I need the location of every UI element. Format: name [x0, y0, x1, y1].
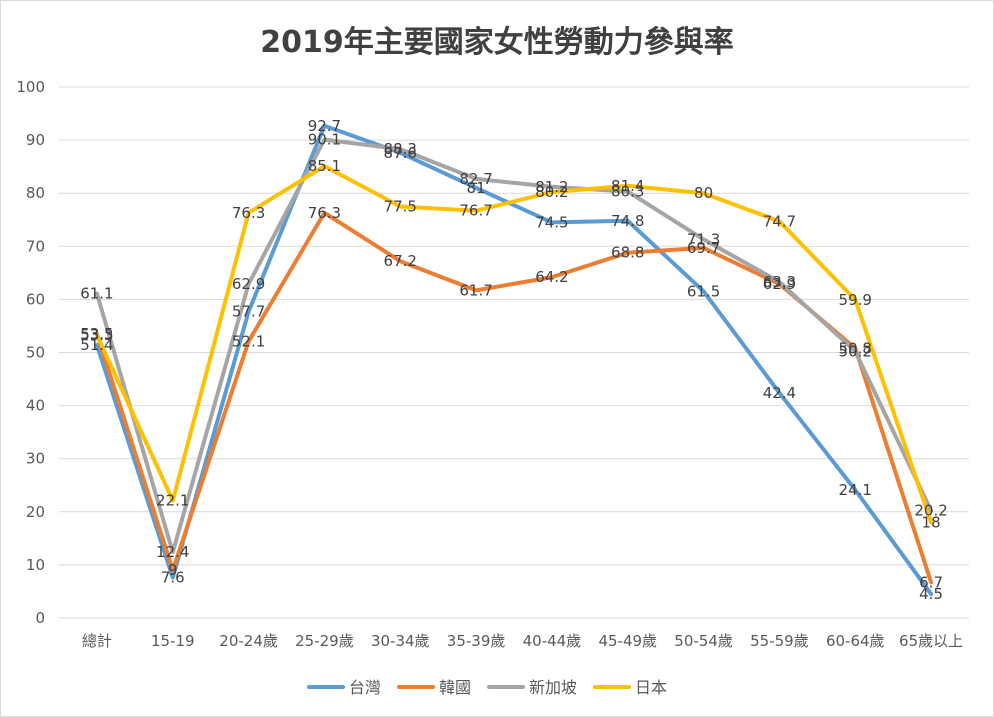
x-tick-label: 30-34歲	[371, 632, 430, 650]
x-tick-label: 35-39歲	[447, 632, 506, 650]
data-label: 62.9	[763, 275, 796, 293]
data-label: 67.2	[384, 252, 417, 270]
y-tick-label: 90	[26, 131, 45, 149]
x-tick-label: 總計	[82, 632, 112, 650]
data-label: 87.6	[384, 144, 417, 162]
chart-title: 2019年主要國家女性勞動力參與率	[260, 25, 734, 60]
data-label: 81.2	[535, 178, 568, 196]
data-label: 61.1	[80, 285, 113, 303]
x-tick-label: 65歲以上	[899, 632, 963, 650]
data-label: 80.2	[535, 183, 568, 201]
data-label: 88.3	[384, 140, 417, 158]
data-label: 12.4	[156, 543, 189, 561]
x-tick-label: 15-19	[151, 632, 195, 650]
y-tick-label: 10	[26, 556, 45, 574]
series-line	[94, 164, 934, 525]
y-tick-label: 100	[16, 78, 45, 96]
data-label: 81.4	[611, 177, 644, 195]
x-tick-label: 55-59歲	[750, 632, 809, 650]
y-tick-label: 0	[35, 609, 45, 627]
data-label: 51.4	[80, 336, 113, 354]
data-label: 80.3	[611, 183, 644, 201]
y-tick-label: 40	[26, 397, 45, 415]
y-tick-label: 20	[26, 503, 45, 521]
x-tick-label: 45-49歲	[598, 632, 657, 650]
data-label: 20.2	[914, 502, 947, 520]
legend-label: 台灣	[349, 678, 381, 697]
legend-label: 新加坡	[529, 678, 577, 697]
data-label: 80	[694, 184, 713, 202]
grid-layer	[59, 86, 969, 619]
data-label: 81	[467, 179, 486, 197]
data-label: 24.1	[839, 481, 872, 499]
x-tick-label: 20-24歲	[219, 632, 278, 650]
x-tick-label: 40-44歲	[523, 632, 582, 650]
data-label: 62.9	[232, 275, 265, 293]
data-label: 92.7	[308, 117, 341, 135]
series-line	[94, 137, 934, 555]
data-label: 77.5	[384, 197, 417, 215]
data-label: 7.6	[161, 569, 185, 587]
data-label: 74.8	[611, 212, 644, 230]
legend: 台灣 韓國 新加坡 日本	[307, 678, 667, 697]
x-tick-label: 50-54歲	[674, 632, 733, 650]
data-label-layer: 51.4 7.6 57.7 92.7 87.6 81 74.5 74.8 61.5 42.4 24.…	[80, 117, 948, 603]
data-label: 64.2	[535, 268, 568, 286]
data-label: 4.5	[919, 585, 943, 603]
data-label: 9	[168, 561, 178, 579]
data-label: 59.9	[839, 291, 872, 309]
data-label: 69.7	[687, 239, 720, 257]
legend-label: 韓國	[439, 678, 471, 697]
y-tick-label: 80	[26, 184, 45, 202]
series-line	[94, 123, 934, 597]
data-label: 76.3	[308, 204, 341, 222]
legend-label: 日本	[635, 678, 667, 697]
data-label: 42.4	[763, 384, 796, 402]
x-tick-label: 25-29歲	[295, 632, 354, 650]
data-label: 61.5	[687, 282, 720, 300]
x-tick-label: 60-64歲	[826, 632, 885, 650]
data-label: 74.7	[763, 212, 796, 230]
data-label: 63.3	[763, 273, 796, 291]
data-label: 76.3	[232, 204, 265, 222]
y-tick-label: 50	[26, 344, 45, 362]
data-label: 53.5	[80, 325, 113, 343]
data-label: 61.7	[459, 281, 492, 299]
data-label: 6.7	[919, 573, 943, 591]
y-tick-label: 30	[26, 450, 45, 468]
data-label: 85.1	[308, 157, 341, 175]
data-label: 52.1	[232, 332, 265, 350]
data-label: 50.2	[839, 342, 872, 360]
series-layer	[94, 123, 934, 597]
data-label: 18	[922, 513, 941, 531]
data-label: 57.7	[232, 303, 265, 321]
data-label: 50.8	[839, 339, 872, 357]
data-label: 82.7	[459, 170, 492, 188]
data-label: 68.8	[611, 244, 644, 262]
axis-layer: 0 10 20 30 40 50 60 70 80 90 100 總計 15-19 20-24歲 25-29…	[16, 78, 963, 650]
y-tick-label: 70	[26, 237, 45, 255]
data-label: 90.1	[308, 131, 341, 149]
data-label: 76.7	[459, 202, 492, 220]
y-tick-label: 60	[26, 290, 45, 308]
data-label: 53.3	[80, 326, 113, 344]
data-label: 22.1	[156, 492, 189, 510]
data-label: 74.5	[535, 213, 568, 231]
data-label: 71.3	[687, 230, 720, 248]
